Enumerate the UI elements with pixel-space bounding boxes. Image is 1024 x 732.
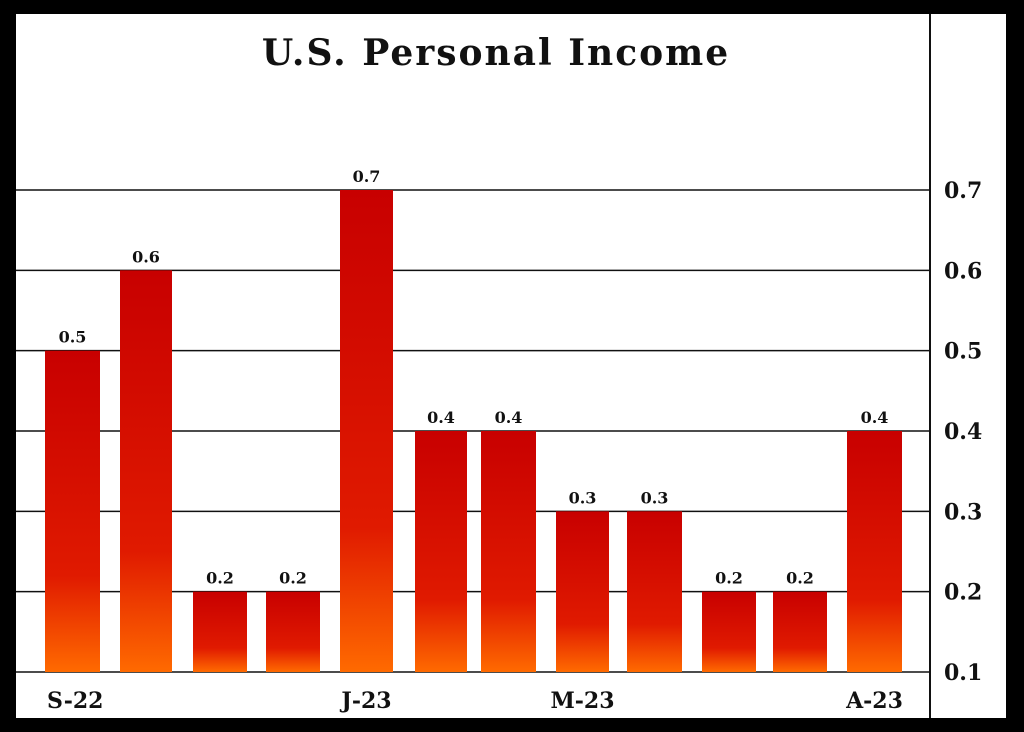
- data-label: 0.3: [641, 488, 669, 507]
- data-label: 0.2: [206, 569, 234, 588]
- bar: [415, 431, 467, 672]
- bar: [481, 431, 536, 672]
- bar: [266, 591, 320, 672]
- data-label: 0.2: [279, 569, 307, 588]
- bar-chart: 0.5 0.6 0.2 0.2 0.7 0.4 0.4 0.3 0.3 0.2 0.2 0.4 0.1…: [16, 14, 982, 718]
- bar: [120, 270, 172, 672]
- chart-title: U.S. Personal Income: [261, 32, 731, 74]
- bar: [702, 591, 756, 672]
- data-label: 0.3: [569, 488, 597, 507]
- data-label: 0.5: [59, 328, 87, 347]
- x-tick-label: J-23: [339, 688, 391, 714]
- bar: [340, 190, 393, 672]
- chart-frame: U.S. Personal Income 0.5 0.6 0.2 0.2 0.7 0.4 0…: [16, 14, 1006, 718]
- x-tick-label: S-22: [47, 688, 103, 714]
- data-label: 0.6: [132, 247, 160, 266]
- bar: [627, 511, 682, 672]
- y-tick-label: 0.1: [944, 660, 982, 686]
- data-label: 0.4: [495, 408, 523, 427]
- bar: [847, 431, 902, 672]
- data-label: 0.4: [861, 408, 889, 427]
- x-tick-label: A-23: [845, 688, 903, 714]
- bar: [193, 591, 247, 672]
- y-tick-label: 0.3: [944, 499, 982, 525]
- y-tick-label: 0.7: [944, 178, 982, 204]
- data-label: 0.2: [715, 569, 743, 588]
- y-tick-label: 0.5: [944, 339, 982, 365]
- data-label: 0.2: [786, 569, 814, 588]
- bar: [773, 591, 827, 672]
- data-label: 0.7: [353, 167, 381, 186]
- bar: [556, 511, 609, 672]
- y-tick-label: 0.4: [944, 419, 982, 445]
- y-tick-label: 0.6: [944, 258, 982, 284]
- bar: [45, 350, 100, 672]
- x-tick-label: M-23: [550, 688, 614, 714]
- data-label: 0.4: [427, 408, 455, 427]
- y-tick-label: 0.2: [944, 580, 982, 606]
